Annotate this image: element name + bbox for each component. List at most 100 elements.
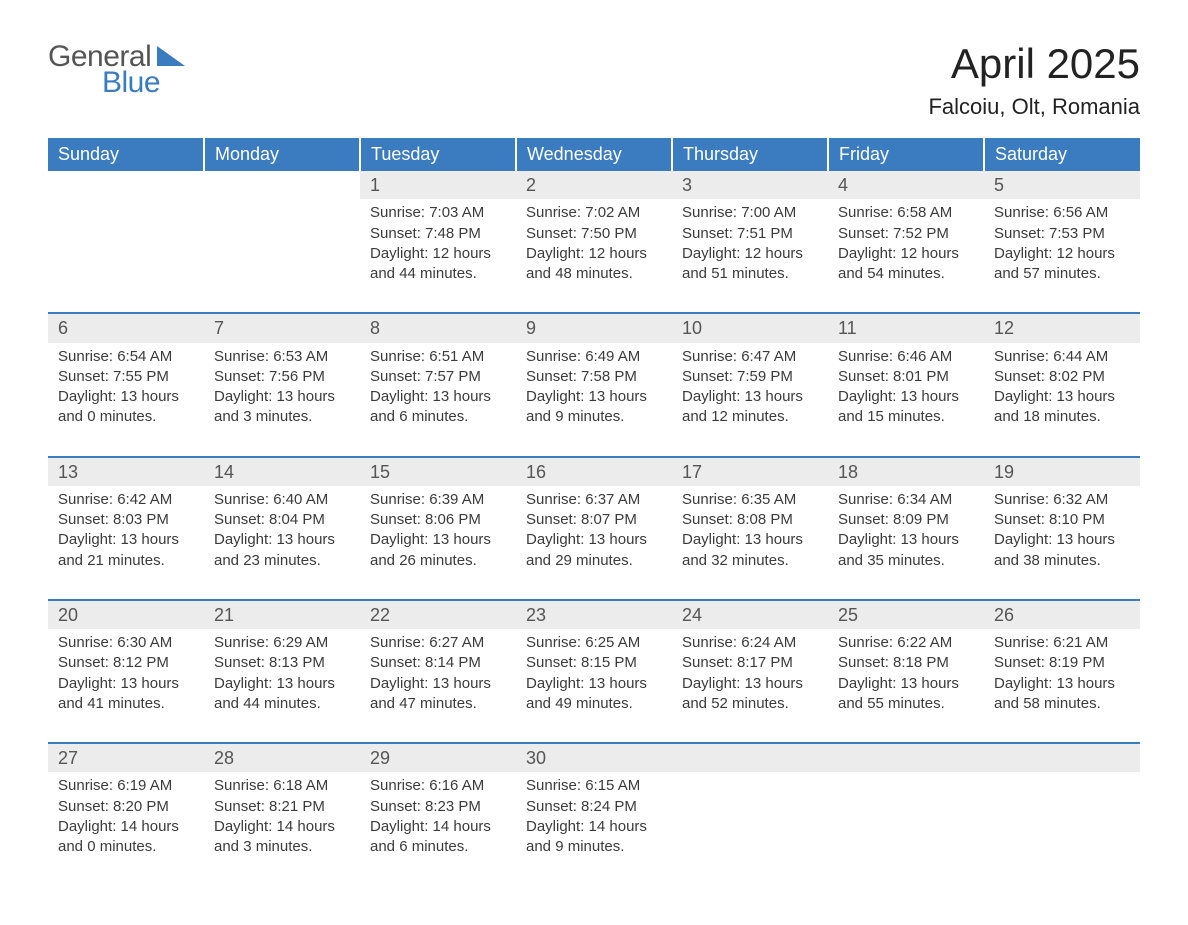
brand-logo: General Blue — [48, 40, 185, 100]
daylight-line: Daylight: 13 hours — [682, 674, 818, 694]
sunrise-line: Sunrise: 6:18 AM — [214, 776, 350, 796]
daylight-line-2: and 57 minutes. — [994, 264, 1130, 284]
daylight-line-2: and 0 minutes. — [58, 837, 194, 857]
day-content-cell: Sunrise: 6:37 AMSunset: 8:07 PMDaylight:… — [516, 486, 672, 600]
daylight-line-2: and 44 minutes. — [370, 264, 506, 284]
day-content-cell: Sunrise: 6:40 AMSunset: 8:04 PMDaylight:… — [204, 486, 360, 600]
daylight-line: Daylight: 13 hours — [682, 387, 818, 407]
weekday-header-row: Sunday Monday Tuesday Wednesday Thursday… — [48, 138, 1140, 171]
daylight-line: Daylight: 13 hours — [214, 530, 350, 550]
daylight-line: Daylight: 14 hours — [526, 817, 662, 837]
day-number-cell: 9 — [516, 313, 672, 342]
day-content-cell — [828, 772, 984, 885]
day-content-cell: Sunrise: 6:21 AMSunset: 8:19 PMDaylight:… — [984, 629, 1140, 743]
day-number-cell: 15 — [360, 457, 516, 486]
sunrise-line: Sunrise: 6:54 AM — [58, 347, 194, 367]
day-number-cell — [48, 171, 204, 199]
daylight-line: Daylight: 13 hours — [526, 674, 662, 694]
daylight-line-2: and 41 minutes. — [58, 694, 194, 714]
sunset-line: Sunset: 8:20 PM — [58, 797, 194, 817]
sunrise-line: Sunrise: 6:44 AM — [994, 347, 1130, 367]
day-content-cell: Sunrise: 6:44 AMSunset: 8:02 PMDaylight:… — [984, 343, 1140, 457]
calendar-table: Sunday Monday Tuesday Wednesday Thursday… — [48, 138, 1140, 885]
daylight-line-2: and 48 minutes. — [526, 264, 662, 284]
daylight-line: Daylight: 13 hours — [214, 674, 350, 694]
daylight-line-2: and 6 minutes. — [370, 407, 506, 427]
day-number-cell: 3 — [672, 171, 828, 199]
brand-word-2: Blue — [102, 66, 160, 100]
day-content-cell: Sunrise: 6:58 AMSunset: 7:52 PMDaylight:… — [828, 199, 984, 313]
sunset-line: Sunset: 7:58 PM — [526, 367, 662, 387]
day-number-cell: 11 — [828, 313, 984, 342]
weekday-header: Sunday — [48, 138, 204, 171]
day-content-cell — [672, 772, 828, 885]
day-content-cell: Sunrise: 6:29 AMSunset: 8:13 PMDaylight:… — [204, 629, 360, 743]
sunset-line: Sunset: 8:04 PM — [214, 510, 350, 530]
daylight-line: Daylight: 13 hours — [58, 674, 194, 694]
day-content-cell — [48, 199, 204, 313]
sunrise-line: Sunrise: 6:34 AM — [838, 490, 974, 510]
sunset-line: Sunset: 8:06 PM — [370, 510, 506, 530]
sunrise-line: Sunrise: 7:02 AM — [526, 203, 662, 223]
day-number-cell: 24 — [672, 600, 828, 629]
day-number-cell: 27 — [48, 743, 204, 772]
daylight-line-2: and 15 minutes. — [838, 407, 974, 427]
day-number-cell: 28 — [204, 743, 360, 772]
day-number-cell: 4 — [828, 171, 984, 199]
day-content-cell — [204, 199, 360, 313]
sunset-line: Sunset: 7:52 PM — [838, 224, 974, 244]
day-content-cell: Sunrise: 6:47 AMSunset: 7:59 PMDaylight:… — [672, 343, 828, 457]
sunset-line: Sunset: 7:56 PM — [214, 367, 350, 387]
sunrise-line: Sunrise: 6:21 AM — [994, 633, 1130, 653]
sunset-line: Sunset: 8:14 PM — [370, 653, 506, 673]
sunset-line: Sunset: 8:02 PM — [994, 367, 1130, 387]
daylight-line: Daylight: 13 hours — [58, 387, 194, 407]
day-content-cell: Sunrise: 6:32 AMSunset: 8:10 PMDaylight:… — [984, 486, 1140, 600]
title-block: April 2025 Falcoiu, Olt, Romania — [928, 40, 1140, 120]
daylight-line: Daylight: 12 hours — [370, 244, 506, 264]
day-content-row: Sunrise: 6:42 AMSunset: 8:03 PMDaylight:… — [48, 486, 1140, 600]
sunset-line: Sunset: 8:01 PM — [838, 367, 974, 387]
day-content-cell: Sunrise: 6:46 AMSunset: 8:01 PMDaylight:… — [828, 343, 984, 457]
day-content-cell: Sunrise: 6:53 AMSunset: 7:56 PMDaylight:… — [204, 343, 360, 457]
day-number-cell: 1 — [360, 171, 516, 199]
day-number-cell: 18 — [828, 457, 984, 486]
sunset-line: Sunset: 8:19 PM — [994, 653, 1130, 673]
day-content-cell — [984, 772, 1140, 885]
daylight-line-2: and 9 minutes. — [526, 837, 662, 857]
day-content-cell: Sunrise: 6:25 AMSunset: 8:15 PMDaylight:… — [516, 629, 672, 743]
day-content-cell: Sunrise: 6:19 AMSunset: 8:20 PMDaylight:… — [48, 772, 204, 885]
daylight-line-2: and 3 minutes. — [214, 407, 350, 427]
day-number-row: 13141516171819 — [48, 457, 1140, 486]
sunrise-line: Sunrise: 6:51 AM — [370, 347, 506, 367]
daylight-line: Daylight: 13 hours — [370, 387, 506, 407]
sunrise-line: Sunrise: 6:29 AM — [214, 633, 350, 653]
day-number-row: 12345 — [48, 171, 1140, 199]
day-content-cell: Sunrise: 6:18 AMSunset: 8:21 PMDaylight:… — [204, 772, 360, 885]
day-number-cell: 8 — [360, 313, 516, 342]
daylight-line-2: and 35 minutes. — [838, 551, 974, 571]
sunset-line: Sunset: 8:21 PM — [214, 797, 350, 817]
weekday-header: Saturday — [984, 138, 1140, 171]
daylight-line-2: and 58 minutes. — [994, 694, 1130, 714]
sunset-line: Sunset: 7:55 PM — [58, 367, 194, 387]
daylight-line: Daylight: 13 hours — [58, 530, 194, 550]
day-content-cell: Sunrise: 6:16 AMSunset: 8:23 PMDaylight:… — [360, 772, 516, 885]
daylight-line: Daylight: 13 hours — [526, 387, 662, 407]
sunset-line: Sunset: 8:08 PM — [682, 510, 818, 530]
day-content-row: Sunrise: 6:54 AMSunset: 7:55 PMDaylight:… — [48, 343, 1140, 457]
day-number-cell: 13 — [48, 457, 204, 486]
daylight-line: Daylight: 13 hours — [994, 674, 1130, 694]
day-number-cell: 7 — [204, 313, 360, 342]
sunrise-line: Sunrise: 6:16 AM — [370, 776, 506, 796]
weekday-header: Thursday — [672, 138, 828, 171]
sunset-line: Sunset: 7:50 PM — [526, 224, 662, 244]
daylight-line-2: and 18 minutes. — [994, 407, 1130, 427]
daylight-line: Daylight: 14 hours — [58, 817, 194, 837]
day-number-cell: 25 — [828, 600, 984, 629]
day-content-cell: Sunrise: 6:42 AMSunset: 8:03 PMDaylight:… — [48, 486, 204, 600]
sunrise-line: Sunrise: 6:25 AM — [526, 633, 662, 653]
sunrise-line: Sunrise: 6:47 AM — [682, 347, 818, 367]
sunset-line: Sunset: 8:12 PM — [58, 653, 194, 673]
weekday-header: Wednesday — [516, 138, 672, 171]
